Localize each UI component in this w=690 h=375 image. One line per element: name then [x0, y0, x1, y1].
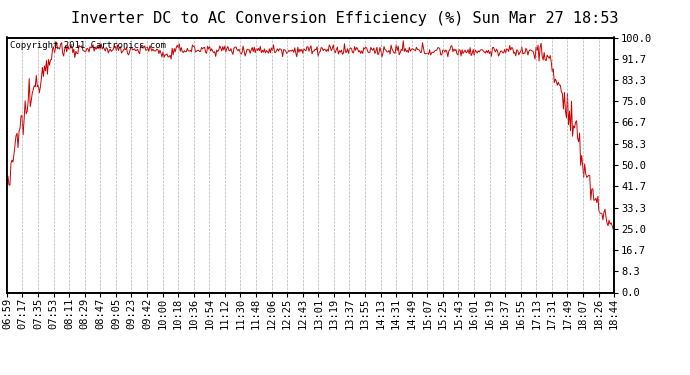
Text: Copyright 2011 Cartronics.com: Copyright 2011 Cartronics.com: [10, 41, 166, 50]
Text: Inverter DC to AC Conversion Efficiency (%) Sun Mar 27 18:53: Inverter DC to AC Conversion Efficiency …: [71, 11, 619, 26]
